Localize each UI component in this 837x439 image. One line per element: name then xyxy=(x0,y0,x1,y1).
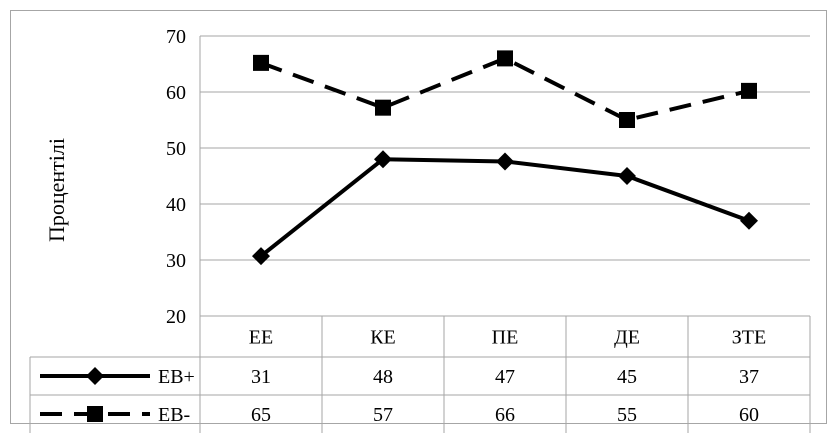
data-point xyxy=(618,167,636,185)
series-line-2 xyxy=(260,56,750,122)
data-table-value: 65 xyxy=(251,404,271,426)
data-table xyxy=(29,316,811,433)
legend-key-marker xyxy=(86,367,104,385)
y-axis-title: Процентілі xyxy=(44,138,69,242)
y-tick-label: 20 xyxy=(166,306,186,328)
data-table-value: 60 xyxy=(739,404,759,426)
data-point xyxy=(374,150,392,169)
data-table-value: 48 xyxy=(373,366,393,388)
category-label: ДЕ xyxy=(614,327,640,349)
gridlines xyxy=(200,35,810,317)
data-table-value: 45 xyxy=(617,366,637,388)
category-label: ЕЕ xyxy=(249,327,273,349)
legend-entry: ЕВ- xyxy=(158,404,190,426)
y-tick-label: 30 xyxy=(166,250,186,272)
y-tick-label: 50 xyxy=(166,138,186,160)
series-markers xyxy=(252,50,758,266)
legend-key-marker xyxy=(87,406,103,422)
chart-outer-border xyxy=(10,10,827,424)
data-point xyxy=(253,54,269,71)
data-table-value: 47 xyxy=(495,366,515,388)
legend-entry: ЕВ+ xyxy=(158,366,195,388)
y-tick-label: 40 xyxy=(166,194,186,216)
data-point xyxy=(619,112,635,128)
data-point xyxy=(497,50,513,67)
data-table-value: 31 xyxy=(251,366,271,388)
data-point xyxy=(252,247,270,266)
data-point xyxy=(496,152,514,171)
tick-labels: 20 30 40 50 60 70 ЕЕ КЕ ПЕ ДЕ ЗТЕ ЕВ+ 31 48 47 45 37 ЕВ- 6… xyxy=(158,26,766,426)
data-table-value: 57 xyxy=(373,404,393,426)
data-table-value: 66 xyxy=(495,404,515,426)
category-label: ЗТЕ xyxy=(732,327,766,349)
y-tick-label: 60 xyxy=(166,82,186,104)
category-label: КЕ xyxy=(370,327,396,349)
data-point xyxy=(375,99,391,116)
y-tick-label: 70 xyxy=(166,26,186,48)
data-point xyxy=(741,82,757,99)
data-table-value: 55 xyxy=(617,404,637,426)
category-label: ПЕ xyxy=(492,327,519,349)
data-point xyxy=(740,211,758,230)
data-table-value: 37 xyxy=(739,366,759,388)
